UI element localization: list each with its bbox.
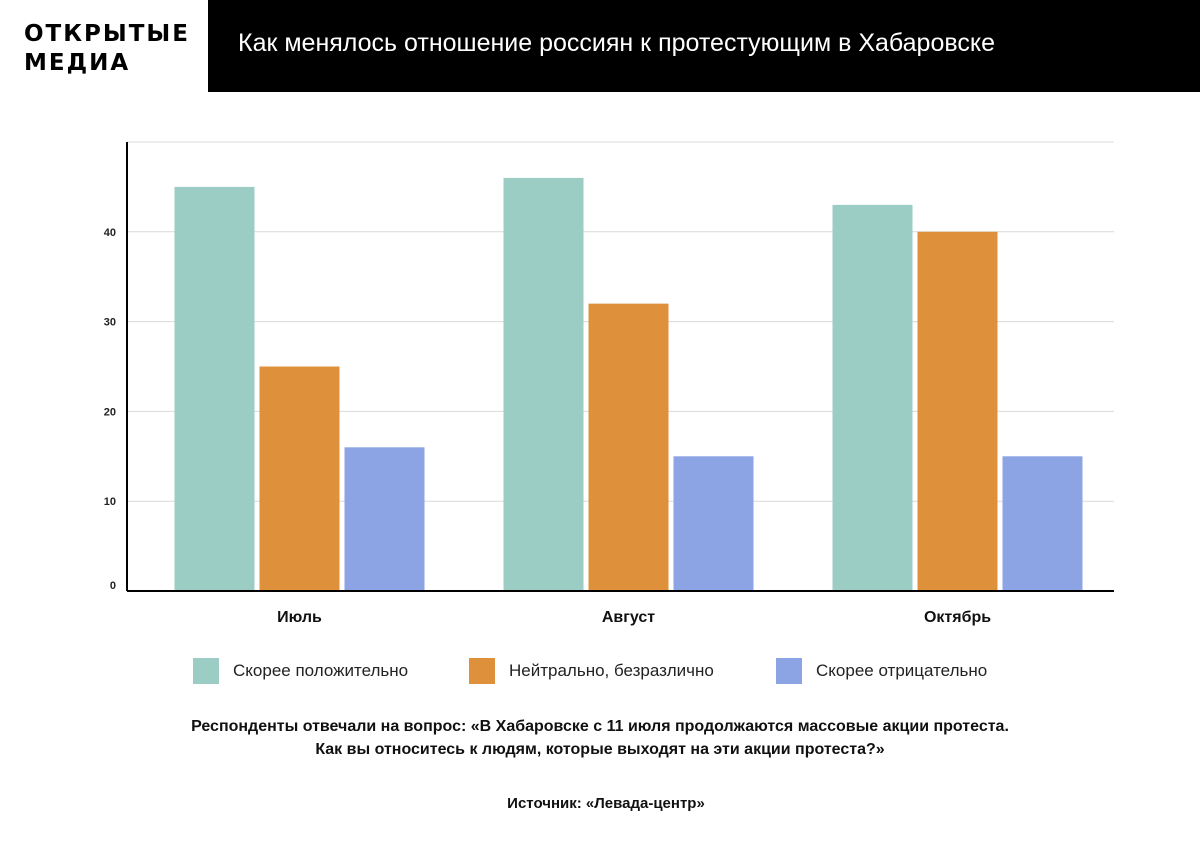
y-tick-label: 0 — [110, 580, 116, 592]
x-category-label: Август — [602, 609, 655, 626]
legend-swatch — [776, 658, 802, 684]
legend-swatch — [193, 658, 219, 684]
y-tick-label: 40 — [104, 227, 116, 239]
x-category-label: Июль — [277, 609, 322, 626]
brand-logo: ОТКРЫТЫЕ МЕДИА — [24, 20, 190, 78]
legend-item: Скорее положительно — [193, 656, 408, 686]
x-category-label: Октябрь — [924, 609, 991, 626]
title-band: Как менялось отношение россиян к протест… — [208, 0, 1200, 92]
bar — [259, 366, 340, 591]
bar — [832, 204, 913, 592]
legend-item: Скорее отрицательно — [776, 656, 987, 686]
brand-logo-line1: ОТКРЫТЫЕ — [24, 21, 190, 47]
bar — [1002, 456, 1083, 591]
y-tick-label: 30 — [104, 317, 116, 329]
survey-question-line2: Как вы относитесь к людям, которые выход… — [315, 741, 885, 758]
chart-legend: Скорее положительно Нейтрально, безразлич… — [0, 656, 1200, 686]
source-note: Источник: «Левада-центр» — [507, 795, 705, 812]
legend-label: Скорее положительно — [233, 661, 409, 680]
legend-item: Нейтрально, безразлично — [469, 656, 714, 686]
legend-label: Скорее отрицательно — [816, 661, 988, 680]
survey-question-note: Респонденты отвечали на вопрос: «В Хабар… — [0, 715, 1200, 761]
bar — [917, 231, 998, 592]
y-tick-label: 10 — [104, 496, 116, 508]
bar — [174, 186, 255, 591]
chart-title: Как менялось отношение россиян к протест… — [238, 29, 995, 57]
brand-logo-line2: МЕДИА — [24, 50, 131, 76]
bar — [673, 456, 754, 591]
bar — [344, 447, 425, 591]
bar — [503, 177, 584, 592]
bar — [588, 303, 669, 591]
legend-swatch — [469, 658, 495, 684]
survey-question-line1: Респонденты отвечали на вопрос: «В Хабар… — [191, 718, 1009, 735]
y-tick-label: 20 — [104, 406, 116, 418]
legend-label: Нейтрально, безразлично — [509, 661, 714, 680]
bar-chart: 0 10 20 30 40 Июль Август Октябрь — [104, 141, 1114, 626]
